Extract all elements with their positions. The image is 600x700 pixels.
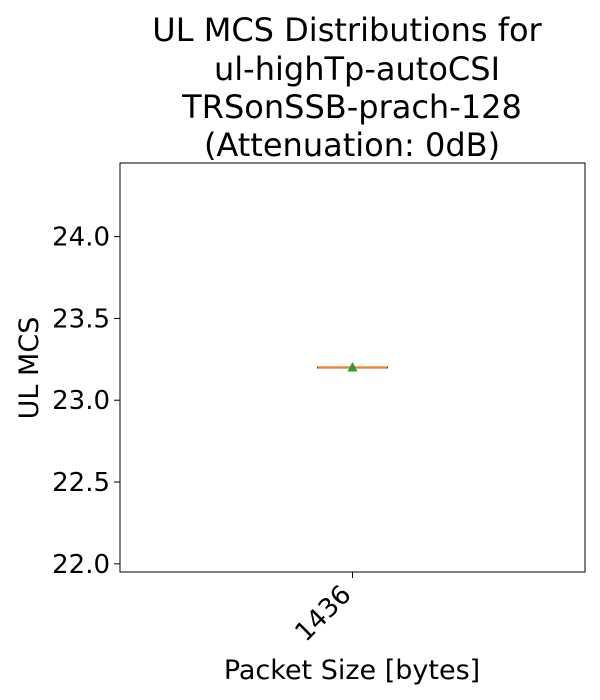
y-tick-label: 22.5 <box>52 468 110 498</box>
title-line-4: (Attenuation: 0dB) <box>204 126 500 164</box>
y-tick-label: 23.0 <box>52 386 110 416</box>
title-line-3: TRSonSSB-prach-128 <box>181 88 522 126</box>
y-axis-label: UL MCS <box>14 317 45 420</box>
box-series <box>317 362 388 372</box>
y-tick-label: 24.0 <box>52 223 110 253</box>
y-tick-label: 22.0 <box>52 550 110 580</box>
x-tick-label: 1436 <box>289 580 357 648</box>
y-axis: 22.0 22.5 23.0 23.5 24.0 <box>52 223 120 580</box>
x-axis-label: Packet Size [bytes] <box>224 655 480 686</box>
x-axis: 1436 <box>289 572 357 648</box>
y-tick-label: 23.5 <box>52 304 110 334</box>
mean-marker <box>347 362 358 372</box>
title-line-2: ul-highTp-autoCSI <box>214 50 500 88</box>
chart-title: UL MCS Distributions for ul-highTp-autoC… <box>152 11 542 164</box>
title-line-1: UL MCS Distributions for <box>152 11 542 49</box>
